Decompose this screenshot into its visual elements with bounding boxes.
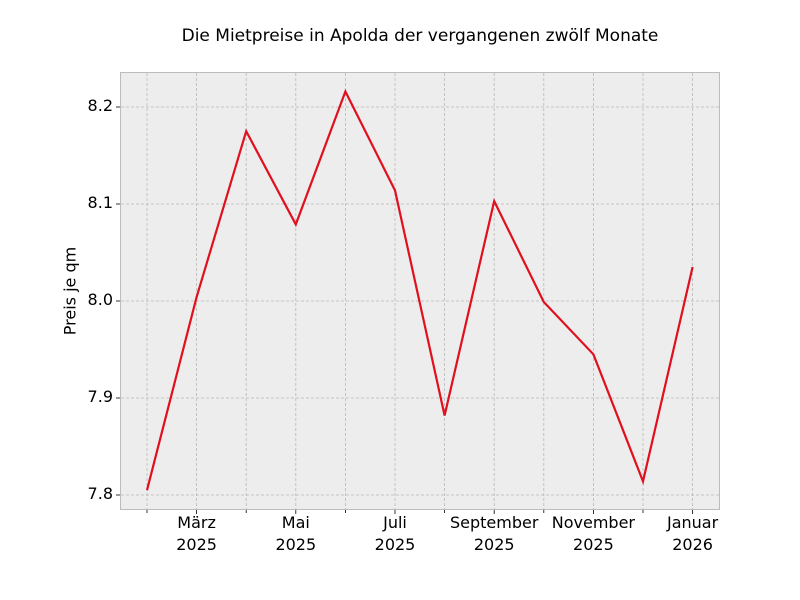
grid-lines bbox=[121, 73, 719, 509]
x-tick-label: November 2025 bbox=[551, 513, 635, 554]
x-tick-label: März 2025 bbox=[176, 513, 217, 554]
chart-title: Die Mietpreise in Apolda der vergangenen… bbox=[181, 26, 659, 46]
x-tick-label: Mai 2025 bbox=[275, 513, 317, 554]
x-tick-label: September 2025 bbox=[449, 513, 539, 554]
axis-ticks bbox=[116, 106, 693, 514]
y-tick-label: 8.2 bbox=[87, 96, 113, 115]
x-tick-label: Januar 2026 bbox=[667, 513, 719, 554]
y-tick-label: 7.8 bbox=[87, 484, 113, 503]
y-tick-label: 8.0 bbox=[87, 290, 113, 309]
plot-background bbox=[120, 72, 720, 510]
price-line bbox=[145, 88, 694, 491]
y-tick-label: 7.9 bbox=[87, 387, 113, 406]
x-tick-label: Juli 2025 bbox=[374, 513, 416, 554]
y-tick-label: 8.1 bbox=[87, 193, 113, 212]
